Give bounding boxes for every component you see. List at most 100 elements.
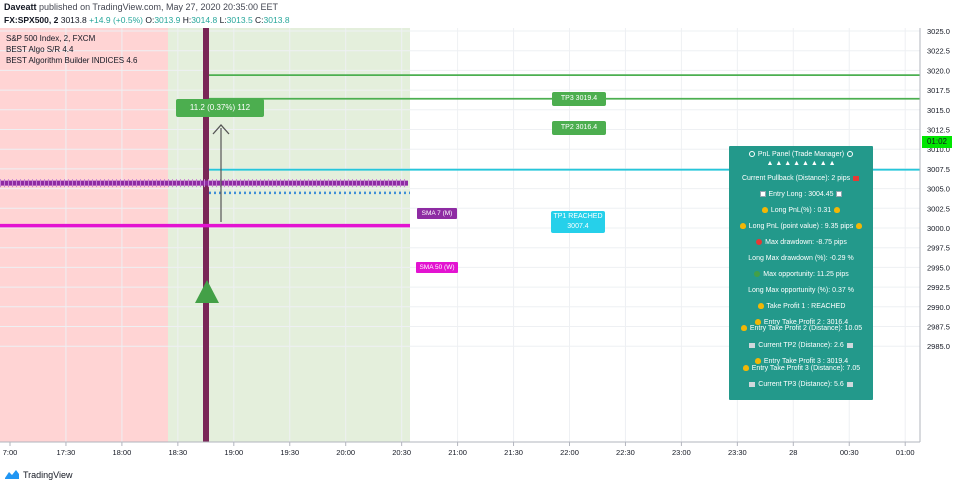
panel-row-pnl-pct: Long PnL(%) : 0.31	[729, 207, 873, 215]
red-circle-icon	[756, 239, 763, 245]
pullback-text: Current Pullback (Distance): 2 pips	[741, 175, 851, 182]
money-bag-icon	[761, 207, 768, 213]
brand-name: TradingView	[23, 469, 73, 480]
high-label: H:	[182, 15, 192, 25]
symbol-info: FX:SPX500, 2 3013.8 +14.9 (+0.5%) O: 3013…	[4, 15, 290, 25]
panel-row-max-dd-pct: Long Max drawdown (%): -0.29 %	[748, 255, 854, 262]
money-bag-icon	[834, 207, 841, 213]
sma50-text: SMA 50 (W)	[419, 264, 455, 271]
money-bag-icon	[856, 223, 863, 229]
close-value: 3013.8	[263, 15, 290, 25]
x-tick-label: 20:30	[392, 448, 411, 457]
y-tick-label: 3007.5	[927, 165, 950, 174]
sma7-text: SMA 7 (M)	[421, 210, 453, 217]
y-tick-label: 2987.5	[927, 323, 950, 332]
y-tick-label: 3015.0	[927, 106, 950, 115]
panel-row-tp3-current: Current TP3 (Distance): 5.6	[729, 381, 873, 389]
author-name[interactable]: Daveatt	[4, 2, 37, 12]
publish-info: Daveatt published on TradingView.com, Ma…	[4, 2, 278, 12]
legend-indicator-builder[interactable]: BEST Algorithm Builder INDICES 4.6	[6, 56, 138, 65]
panel-title: PnL Panel (Trade Manager)	[757, 151, 845, 158]
overlays	[195, 124, 230, 303]
tp2-distance-text: Entry Take Profit 2 (Distance): 10.05	[749, 325, 863, 332]
y-tick-label: 3000.0	[927, 224, 950, 233]
x-tick-label: 7:00	[3, 448, 18, 457]
panel-row-entry: Entry Long : 3004.45	[729, 191, 873, 199]
x-tick-label: 17:30	[57, 448, 76, 457]
max-opp-text: Max opportunity: 11.25 pips	[763, 271, 849, 278]
legend-title[interactable]: S&P 500 Index, 2, FXCM	[6, 34, 96, 43]
panel-row-tp2-current: Current TP2 (Distance): 2.6	[729, 342, 873, 350]
pnl-pct-text: Long PnL(%) : 0.31	[770, 207, 832, 214]
open-label: O:	[145, 15, 155, 25]
symbol-name[interactable]: FX:SPX500, 2	[4, 15, 59, 25]
trade-stats-label: 11.2 (0.37%) 112	[176, 99, 264, 117]
low-label: L:	[219, 15, 227, 25]
panel-row-tp2-entry: Entry Take Profit 2 : 3016.4	[729, 319, 873, 327]
close-label: C:	[255, 15, 264, 25]
y-tick-label: 3012.5	[927, 126, 950, 135]
buy-signal-triangle	[195, 280, 219, 303]
pnl-panel: PnL Panel (Trade Manager) ▲ ▲ ▲ ▲ ▲ ▲ ▲ …	[729, 146, 873, 400]
pnl-points-text: Long PnL (point value) : 9.35 pips	[748, 223, 854, 230]
dollar-icon	[757, 303, 764, 309]
x-tick-label: 19:30	[280, 448, 299, 457]
x-axis-labels: 7:00 17:30 18:00 18:30 19:00 19:30 20:00 20:30 2…	[3, 442, 915, 457]
x-tick-label: 22:00	[560, 448, 579, 457]
tp3-text: TP3 3019.4	[560, 95, 598, 102]
money-bag-icon	[739, 223, 746, 229]
green-circle-icon	[754, 271, 761, 277]
flag-icon	[846, 382, 853, 387]
y-tick-label: 2992.5	[927, 283, 950, 292]
tp2-current-text: Current TP2 (Distance): 2.6	[758, 342, 844, 349]
chart-icon	[759, 191, 766, 197]
magnifier-icon	[847, 151, 854, 157]
tp2-label: TP2 3016.4	[552, 121, 606, 135]
x-tick-label: 19:00	[224, 448, 243, 457]
tp1-reached-label: TP1 REACHED 3007.4	[551, 211, 605, 233]
tp1-value-text: 3007.4	[567, 223, 589, 230]
panel-row-tp3-distance: Entry Take Profit 3 (Distance): 7.05	[729, 365, 873, 373]
tp1-reached-text: TP1 REACHED	[553, 213, 603, 220]
y-axis-background	[920, 28, 960, 466]
last-price: 3013.8	[60, 15, 87, 25]
x-tick-label: 18:00	[113, 448, 132, 457]
dollar-icon	[754, 358, 761, 364]
low-value: 3013.5	[226, 15, 253, 25]
sma7-label: SMA 7 (M)	[417, 208, 457, 219]
price-change: +14.9 (+0.5%)	[89, 15, 143, 25]
dollar-icon	[740, 325, 747, 331]
panel-title-row: PnL Panel (Trade Manager)	[729, 151, 873, 159]
x-tick-label: 22:30	[616, 448, 635, 457]
y-tick-label: 2985.0	[927, 342, 950, 351]
x-tick-label: 20:00	[336, 448, 355, 457]
flag-icon	[749, 343, 756, 348]
legend-indicator-sr[interactable]: BEST Algo S/R 4.4	[6, 45, 74, 54]
x-tick-label: 00:30	[840, 448, 859, 457]
panel-row-tp2-distance: Entry Take Profit 2 (Distance): 10.05	[729, 325, 873, 333]
tradingview-logo[interactable]: TradingView	[4, 469, 73, 480]
tp2-text: TP2 3016.4	[560, 124, 598, 131]
trade-stats-text: 11.2 (0.37%) 112	[189, 103, 251, 112]
sma50-label: SMA 50 (W)	[416, 262, 458, 273]
x-tick-label: 23:30	[728, 448, 747, 457]
axes: 2985.0 2987.5 2990.0 2992.5 2995.0 2997.5 3000…	[0, 28, 960, 466]
y-tick-label: 2997.5	[927, 244, 950, 253]
x-tick-label: 01:00	[896, 448, 915, 457]
trade-arrow-head	[212, 124, 230, 135]
footer: TradingView	[0, 466, 960, 486]
y-tick-label: 3005.0	[927, 185, 950, 194]
x-tick-label: 28	[789, 448, 797, 457]
loss-zone	[0, 28, 168, 442]
panel-arrows: ▲ ▲ ▲ ▲ ▲ ▲ ▲ ▲	[766, 160, 836, 167]
tp1-text: Take Profit 1 : REACHED	[766, 303, 846, 310]
moving-averages	[0, 179, 410, 228]
tradingview-icon	[5, 470, 19, 479]
tp3-distance-text: Entry Take Profit 3 (Distance): 7.05	[751, 365, 861, 372]
price-tag-text: 01:02	[926, 137, 948, 146]
chart-legend: S&P 500 Index, 2, FXCM BEST Algo S/R 4.4…	[6, 33, 137, 66]
panel-row-max-opp: Max opportunity: 11.25 pips	[729, 271, 873, 279]
y-tick-label: 3022.5	[927, 47, 950, 56]
panel-row-max-dd: Max drawdown: -8.75 pips	[729, 239, 873, 247]
y-axis-labels: 2985.0 2987.5 2990.0 2992.5 2995.0 2997.5 3000…	[927, 28, 950, 351]
